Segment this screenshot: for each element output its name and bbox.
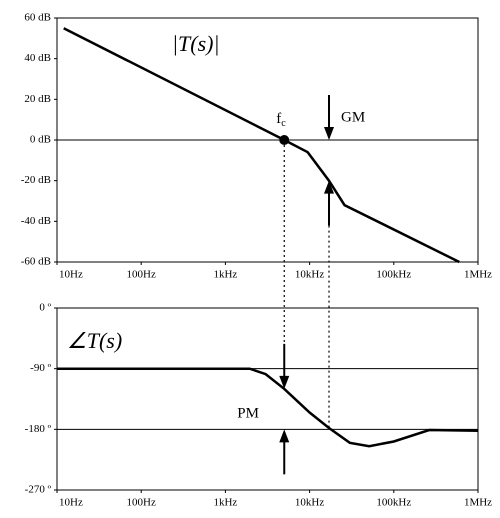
margin-label: PM [237,406,259,422]
x-tick-label: 100kHz [376,269,411,281]
y-tick-label: -40 dB [21,215,51,227]
x-tick-label: 10kHz [295,497,324,509]
arrow-head [279,375,290,389]
y-tick-label: -20 dB [21,174,51,186]
x-tick-label: 100Hz [127,497,156,509]
y-tick-label: 60 dB [24,12,51,24]
y-tick-label: -90 º [30,362,51,374]
x-tick-label: 100kHz [376,497,411,509]
y-tick-label: -60 dB [21,256,51,268]
arrow-head [324,127,335,140]
x-tick-label: 1kHz [213,269,237,281]
label-sub: c [281,118,286,129]
curve [63,27,460,264]
y-tick-label: -180 º [25,423,52,435]
y-tick-label: 20 dB [24,93,51,105]
crossover-label: fc [276,111,286,129]
x-tick-label: 10kHz [295,269,324,281]
margin-label: GM [341,109,365,125]
x-tick-label: 1MHz [464,497,492,509]
x-tick-label: 100Hz [127,269,156,281]
y-tick-label: 0 º [39,302,51,314]
y-tick-label: 40 dB [24,52,51,64]
panel-label: ∠T(s) [67,328,122,353]
x-tick-label: 10Hz [59,497,83,509]
y-tick-label: 0 dB [30,134,51,146]
arrow-head [279,429,290,443]
x-tick-label: 1MHz [464,269,492,281]
curve [57,367,479,448]
label-main: f [276,111,281,127]
x-tick-label: 1kHz [213,497,237,509]
y-tick-label: -270 º [25,484,52,496]
plot-frame [56,307,479,491]
panel-label: |T(s)| [172,31,220,56]
x-tick-label: 10Hz [59,269,83,281]
